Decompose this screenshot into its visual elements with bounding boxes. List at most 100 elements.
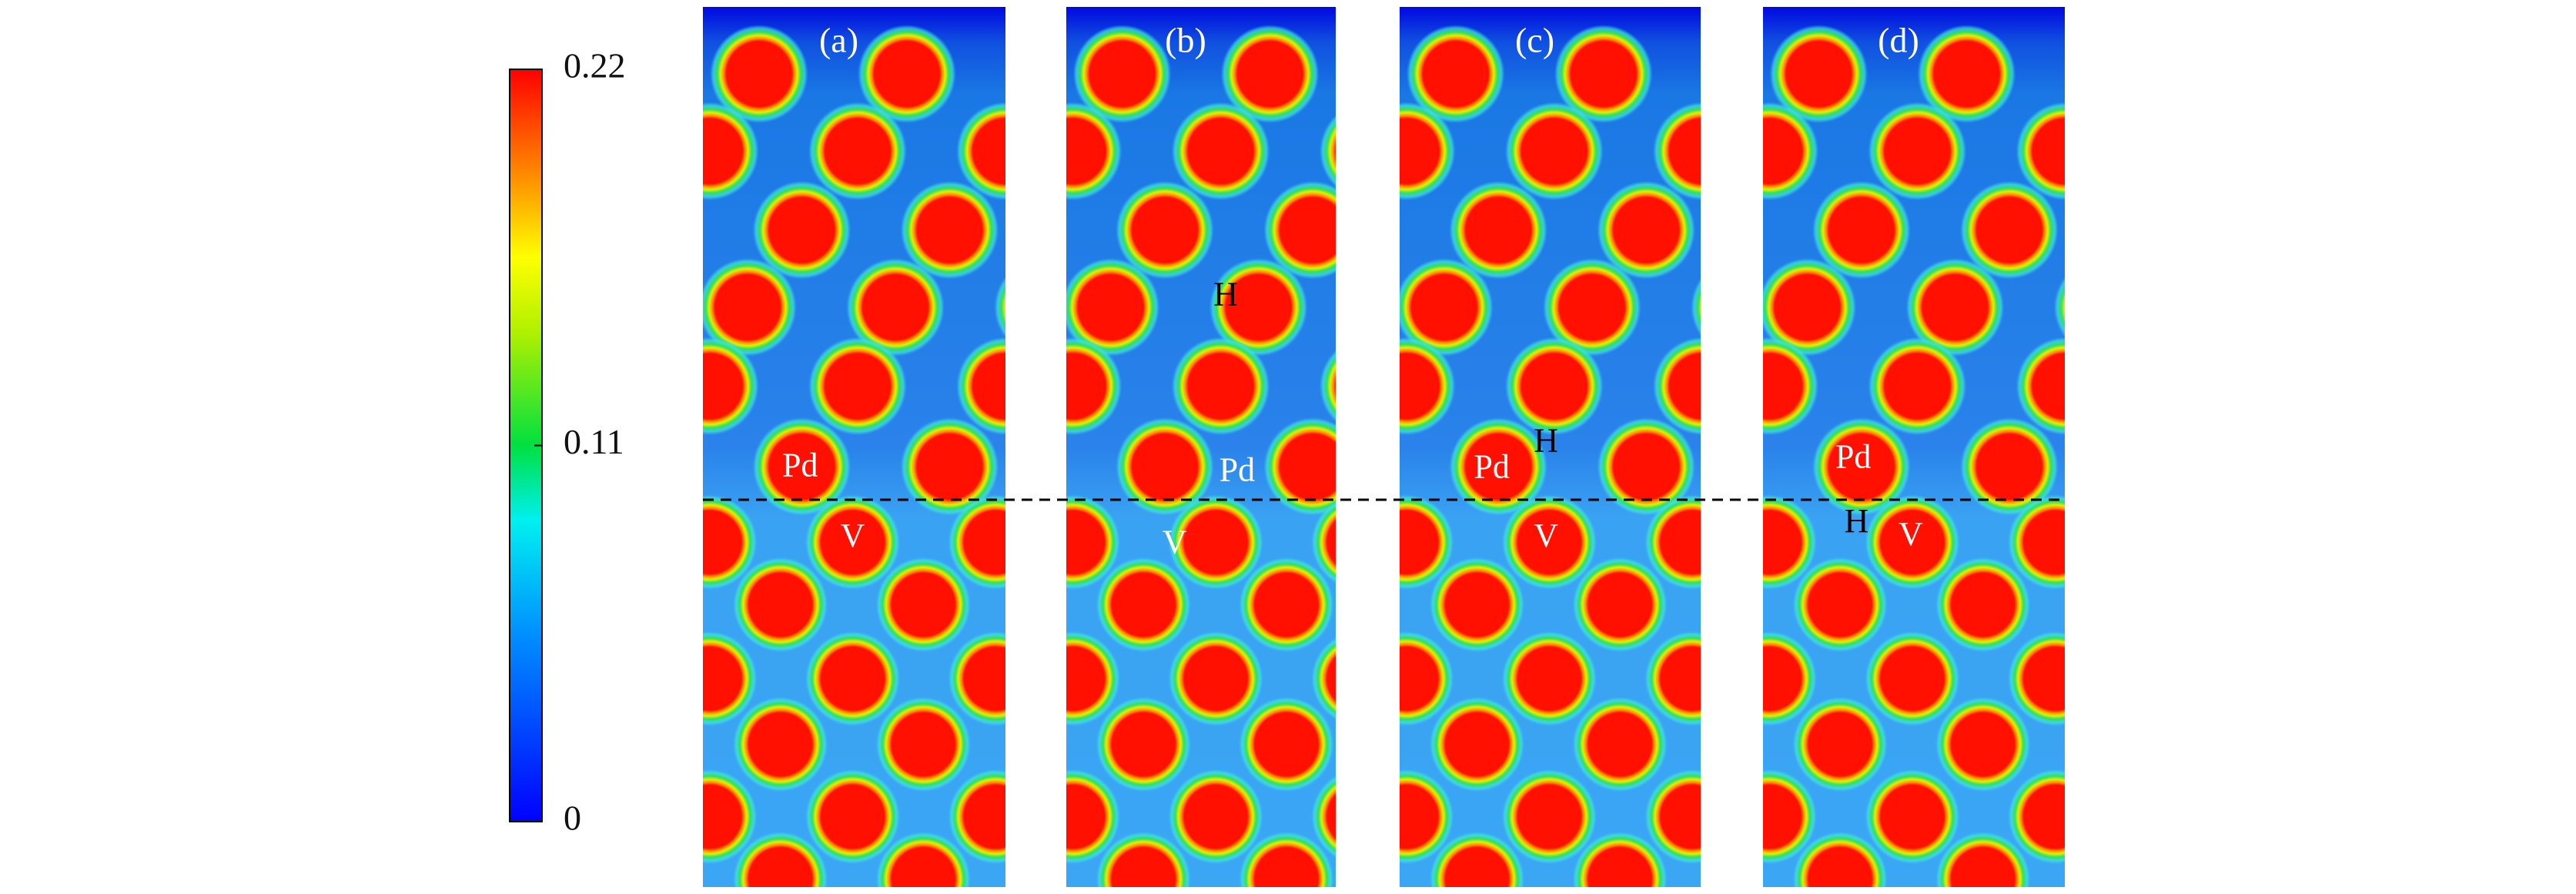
atom <box>2163 102 2262 200</box>
atom <box>1769 25 1868 124</box>
atom <box>1310 637 1336 721</box>
atom <box>2016 102 2065 201</box>
atom <box>703 258 797 357</box>
atom <box>1917 25 2016 124</box>
atom <box>1763 494 1818 591</box>
atom <box>1935 831 2031 887</box>
atom <box>805 631 901 727</box>
atom <box>1116 417 1215 517</box>
colorbar-tick-label: 0.22 <box>564 46 626 85</box>
panel-label: (c) <box>1515 21 1554 60</box>
atom <box>1792 696 1889 792</box>
atom <box>808 337 907 436</box>
atom <box>1171 337 1270 436</box>
atom <box>857 25 956 124</box>
atom-label: H <box>1845 502 1869 540</box>
atom-label: Pd <box>1219 451 1255 489</box>
atom <box>2108 417 2206 516</box>
atom <box>2150 631 2246 726</box>
atom <box>1400 768 1454 865</box>
atom <box>703 461 704 472</box>
atom <box>1066 337 1122 436</box>
atom <box>900 417 999 517</box>
atom <box>805 768 901 865</box>
atom <box>732 557 828 653</box>
atom <box>1652 102 1701 201</box>
atom <box>2213 25 2312 123</box>
atom <box>1572 831 1668 887</box>
atom <box>1263 417 1336 517</box>
atom <box>1644 768 1701 865</box>
atom <box>948 631 1005 727</box>
atom <box>1812 417 1911 517</box>
atom-label: Pd <box>782 446 818 484</box>
atom <box>948 768 1005 865</box>
atom <box>2053 276 2065 339</box>
atom <box>1763 337 1819 436</box>
atom <box>1220 25 1320 124</box>
atom <box>1072 25 1172 124</box>
panel: (c) H Pd V <box>1301 7 1701 887</box>
panel-body <box>1763 7 2354 887</box>
atom <box>1554 25 1653 124</box>
atom <box>1905 258 2005 357</box>
atom <box>2163 337 2262 435</box>
atom-label: V <box>841 517 865 554</box>
atom <box>1763 631 1818 727</box>
atom <box>1400 494 1454 591</box>
atom <box>1644 494 1701 591</box>
panel: (a) Pd V <box>590 7 1005 894</box>
atom <box>1597 180 1696 280</box>
atom <box>1429 696 1525 792</box>
atom <box>1501 494 1597 591</box>
atom <box>2150 494 2246 590</box>
atom <box>1301 181 1400 280</box>
atom <box>1792 831 1889 887</box>
atom <box>1792 557 1889 653</box>
atom <box>732 696 828 792</box>
colorbar-tick-label: 0.11 <box>564 422 624 461</box>
atom <box>1310 500 1336 584</box>
atom <box>2016 337 2065 436</box>
atom <box>703 337 759 436</box>
atom <box>805 494 901 591</box>
atom <box>2007 494 2065 591</box>
atom <box>1263 180 1336 280</box>
atom <box>2256 181 2354 280</box>
panel-body <box>1066 7 1336 887</box>
atom <box>994 276 1005 340</box>
atom <box>1168 768 1264 865</box>
atom-label: H <box>1213 275 1238 313</box>
atom-label: Pd <box>1835 438 1871 476</box>
atom <box>1429 557 1525 653</box>
atom <box>2007 631 2065 727</box>
atom <box>2078 557 2173 652</box>
atom <box>1763 768 1818 865</box>
atom <box>1501 631 1597 727</box>
atom <box>1504 102 1604 201</box>
atom <box>1812 180 1911 280</box>
atom <box>2078 697 2173 792</box>
atom <box>1066 768 1121 865</box>
atom <box>590 832 685 894</box>
atom-label: V <box>1899 515 1923 553</box>
atom <box>1868 337 1967 436</box>
atom <box>1066 258 1160 357</box>
atom <box>703 494 758 591</box>
atom <box>1096 696 1192 792</box>
atom-label: H <box>1534 421 1558 459</box>
atom-label: V <box>1534 517 1558 554</box>
atom <box>703 225 704 236</box>
atom <box>1168 494 1264 591</box>
atom <box>2221 697 2317 792</box>
atom <box>1864 494 1960 591</box>
atom <box>1429 831 1525 887</box>
atom <box>752 417 851 517</box>
atom <box>703 768 758 865</box>
atom <box>2202 258 2300 357</box>
panel-label: (b) <box>1165 21 1206 60</box>
atom <box>709 25 808 124</box>
atom <box>1096 557 1192 653</box>
